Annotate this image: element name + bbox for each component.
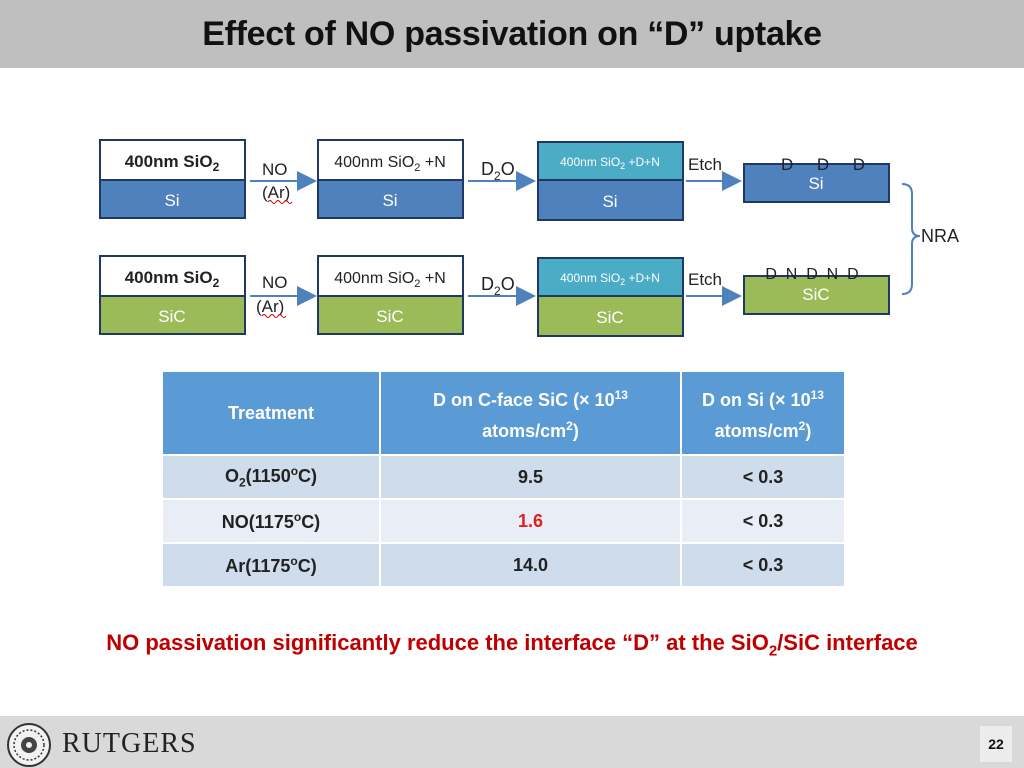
sic-gas-carrier-label: (Ar) <box>256 297 284 316</box>
footer-bar <box>0 716 1024 768</box>
si-stage1-substrate-label: Si <box>164 191 179 210</box>
sic-stage1-substrate-label: SiC <box>158 307 185 326</box>
rutgers-logo-text: RUTGERS <box>62 728 197 759</box>
treatment-cell: Ar(1175oC) <box>161 542 381 588</box>
sic-stage3-oxide-label: 400nm SiO2 +D+N <box>560 271 660 287</box>
sic-d2o-label: D2O <box>481 274 515 298</box>
sic-stage2-oxide-label: 400nm SiO2 +N <box>334 270 446 290</box>
sic-stage3-substrate-label: SiC <box>596 308 623 327</box>
table-header-row: Treatment D on C-face SiC (× 1013 atoms/… <box>161 370 846 456</box>
si-gas-carrier-label: (Ar) <box>262 183 290 202</box>
nra-bracket <box>901 183 921 295</box>
si-stage3-oxide-label: 400nm SiO2 +D+N <box>560 155 660 171</box>
si-stage1-substrate-box <box>99 179 246 219</box>
si-surface-species: D D D <box>781 155 865 174</box>
header-sic: D on C-face SiC (× 1013 atoms/cm2) <box>379 370 682 456</box>
si-stage1-oxide-label: 400nm SiO2 <box>125 152 220 174</box>
si-stage3-substrate-label: Si <box>602 192 617 211</box>
conclusion-text: NO passivation significantly reduce the … <box>106 630 918 660</box>
sic-value-cell-highlight: 1.6 <box>379 498 682 544</box>
slide-title: Effect of NO passivation on “D” uptake <box>202 14 822 53</box>
si-stage3-oxide-box <box>537 141 684 181</box>
sic-final-substrate-label: SiC <box>802 285 829 304</box>
sic-value-cell: 14.0 <box>379 542 682 588</box>
sic-etch-label: Etch <box>688 270 722 289</box>
sic-stage2-oxide-box <box>317 255 464 297</box>
rutgers-seal-icon <box>7 723 51 767</box>
treatment-cell: NO(1175oC) <box>161 498 381 544</box>
title-bar: Effect of NO passivation on “D” uptake <box>0 0 1024 68</box>
si-gas-label: NO <box>262 160 288 179</box>
si-final-substrate-box <box>743 163 890 203</box>
table-row: O2(1150oC) 9.5 < 0.3 <box>161 454 846 500</box>
page-number: 22 <box>980 726 1012 762</box>
sic-stage2-substrate-box <box>317 295 464 335</box>
sic-gas-label: NO <box>262 273 288 292</box>
si-final-substrate-label: Si <box>808 174 823 193</box>
si-stage2-substrate-label: Si <box>382 191 397 210</box>
header-treatment: Treatment <box>161 370 381 456</box>
si-value-cell: < 0.3 <box>680 454 846 500</box>
si-stage2-substrate-box <box>317 179 464 219</box>
table-row: NO(1175oC) 1.6 < 0.3 <box>161 498 846 544</box>
table-row: Ar(1175oC) 14.0 < 0.3 <box>161 542 846 588</box>
treatment-cell: O2(1150oC) <box>161 454 381 500</box>
header-si: D on Si (× 1013 atoms/cm2) <box>680 370 846 456</box>
sic-stage2-substrate-label: SiC <box>376 307 403 326</box>
sic-surface-species: D N D N D <box>765 266 858 283</box>
si-stage2-oxide-box <box>317 139 464 181</box>
si-d2o-label: D2O <box>481 159 515 183</box>
sic-value-cell: 9.5 <box>379 454 682 500</box>
si-etch-label: Etch <box>688 155 722 174</box>
sic-final-substrate-box <box>743 275 890 315</box>
sic-stage3-substrate-box <box>537 295 684 337</box>
nra-label: NRA <box>921 226 959 246</box>
results-table: Treatment D on C-face SiC (× 1013 atoms/… <box>161 370 846 588</box>
si-stage2-oxide-label: 400nm SiO2 +N <box>334 154 446 174</box>
si-value-cell: < 0.3 <box>680 542 846 588</box>
sic-stage1-substrate-box <box>99 295 246 335</box>
process-diagram: 400nm SiO2 Si NO (Ar) 400nm SiO2 +N Si D… <box>99 139 959 337</box>
si-row: 400nm SiO2 Si NO (Ar) 400nm SiO2 +N Si D… <box>99 139 890 221</box>
si-stage3-substrate-box <box>537 179 684 221</box>
sic-stage1-oxide-label: 400nm SiO2 <box>125 268 220 290</box>
si-value-cell: < 0.3 <box>680 498 846 544</box>
sic-row: 400nm SiO2 SiC NO (Ar) 400nm SiO2 +N SiC… <box>99 255 890 337</box>
sic-stage1-oxide-box <box>99 255 246 297</box>
